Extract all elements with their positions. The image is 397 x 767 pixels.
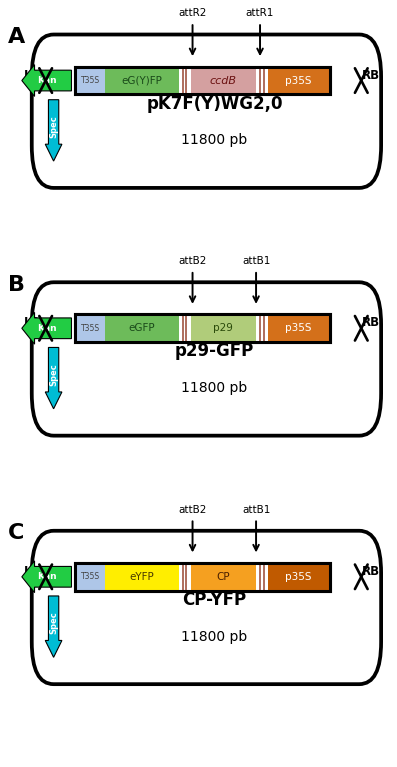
Bar <box>75 314 105 342</box>
Bar <box>179 563 191 591</box>
Text: Spec: Spec <box>49 363 58 386</box>
Bar <box>191 563 256 591</box>
Bar <box>75 314 330 342</box>
Text: Kan: Kan <box>37 76 56 85</box>
Text: attB2: attB2 <box>178 256 207 266</box>
Bar <box>182 563 184 591</box>
Text: eG(Y)FP: eG(Y)FP <box>121 75 162 86</box>
Text: CP: CP <box>216 571 230 582</box>
Text: p29: p29 <box>213 323 233 334</box>
FancyArrow shape <box>45 347 62 409</box>
Bar <box>75 67 330 94</box>
Bar <box>185 67 187 94</box>
FancyArrow shape <box>45 100 62 161</box>
Text: attB1: attB1 <box>242 505 270 515</box>
Text: LB: LB <box>23 317 40 329</box>
Bar <box>268 563 330 591</box>
Bar <box>185 314 187 342</box>
Text: p29-GFP: p29-GFP <box>175 342 254 360</box>
Bar <box>105 67 179 94</box>
Text: 11800 pb: 11800 pb <box>181 630 247 644</box>
Text: ccdB: ccdB <box>210 75 237 86</box>
Text: attR2: attR2 <box>178 8 207 18</box>
Bar <box>75 563 330 591</box>
Bar <box>185 563 187 591</box>
Text: A: A <box>8 27 25 47</box>
Text: 11800 pb: 11800 pb <box>181 381 247 395</box>
Text: pK7F(Y)WG2,0: pK7F(Y)WG2,0 <box>146 94 283 113</box>
Text: attB1: attB1 <box>242 256 270 266</box>
Bar <box>179 314 191 342</box>
Text: Spec: Spec <box>49 115 58 138</box>
Bar <box>105 563 179 591</box>
Bar <box>268 67 330 94</box>
Bar <box>179 67 191 94</box>
Bar <box>75 67 105 94</box>
Bar <box>75 314 330 342</box>
Text: 11800 pb: 11800 pb <box>181 133 247 147</box>
Bar <box>260 314 262 342</box>
Text: LB: LB <box>23 565 40 578</box>
FancyArrow shape <box>22 312 71 344</box>
Text: p35S: p35S <box>285 75 312 86</box>
Bar <box>191 67 256 94</box>
Bar <box>75 67 330 94</box>
Text: attR1: attR1 <box>246 8 274 18</box>
Text: p35S: p35S <box>285 323 312 334</box>
Text: eYFP: eYFP <box>129 571 154 582</box>
Text: p35S: p35S <box>285 571 312 582</box>
Text: RB: RB <box>362 69 380 81</box>
Bar <box>75 563 105 591</box>
Bar <box>75 563 330 591</box>
Text: RB: RB <box>362 565 380 578</box>
Bar <box>260 563 262 591</box>
Bar <box>256 563 268 591</box>
Text: B: B <box>8 275 25 295</box>
Text: LB: LB <box>23 69 40 81</box>
FancyArrow shape <box>45 596 62 657</box>
Bar <box>263 563 264 591</box>
Text: Spec: Spec <box>49 611 58 634</box>
Bar <box>268 314 330 342</box>
Text: T35S: T35S <box>81 324 100 333</box>
Text: RB: RB <box>362 317 380 329</box>
Bar <box>256 314 268 342</box>
Bar <box>182 314 184 342</box>
Bar <box>191 314 256 342</box>
Bar <box>263 67 264 94</box>
Bar <box>105 314 179 342</box>
Text: eGFP: eGFP <box>129 323 155 334</box>
Bar <box>260 67 262 94</box>
Bar <box>182 67 184 94</box>
Bar <box>263 314 264 342</box>
Text: T35S: T35S <box>81 572 100 581</box>
FancyArrow shape <box>22 561 71 593</box>
Text: CP-YFP: CP-YFP <box>182 591 247 609</box>
Text: Kan: Kan <box>37 572 56 581</box>
Text: attB2: attB2 <box>178 505 207 515</box>
Text: C: C <box>8 523 24 543</box>
Text: Kan: Kan <box>37 324 56 333</box>
FancyArrow shape <box>22 64 71 97</box>
Text: T35S: T35S <box>81 76 100 85</box>
Bar <box>256 67 268 94</box>
